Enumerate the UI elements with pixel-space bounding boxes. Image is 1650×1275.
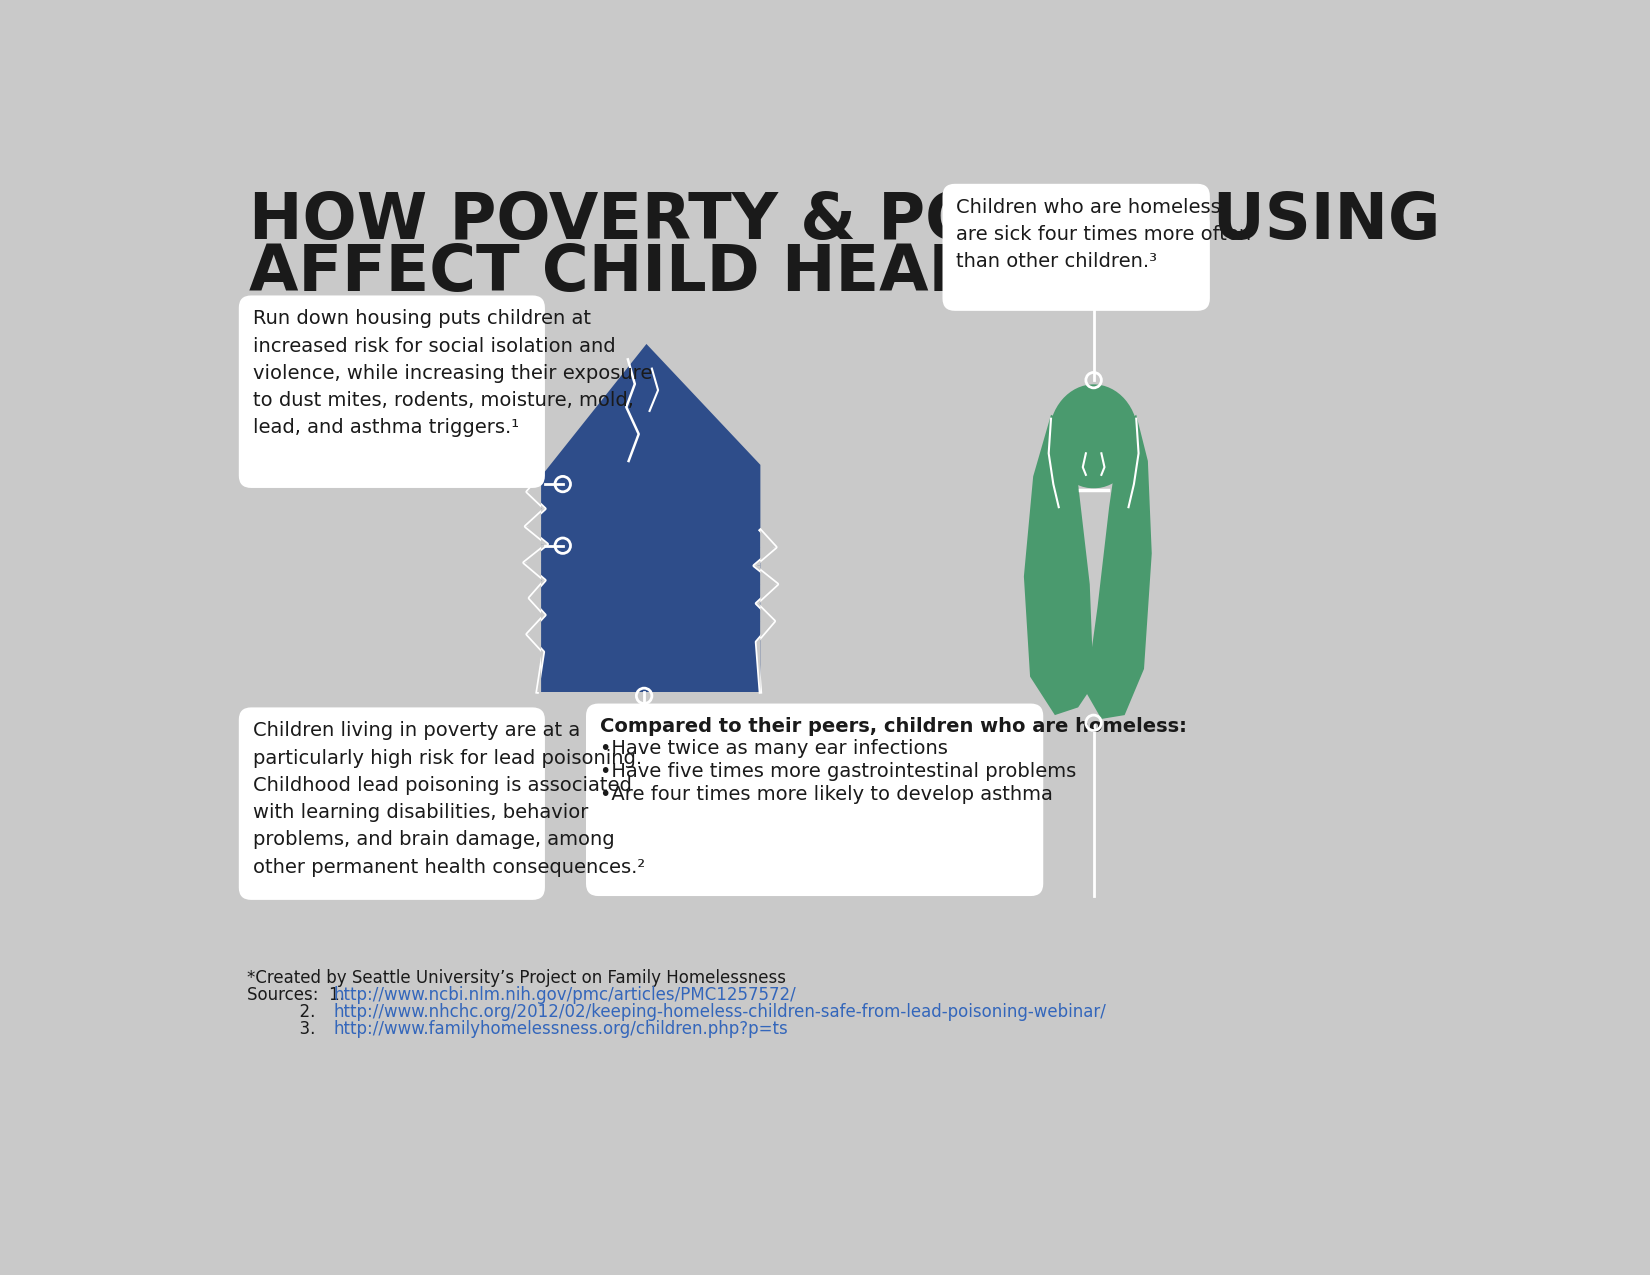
Polygon shape [541, 344, 761, 692]
Polygon shape [1025, 414, 1094, 715]
Polygon shape [526, 615, 544, 634]
Polygon shape [761, 530, 776, 547]
Polygon shape [754, 566, 777, 584]
Polygon shape [754, 547, 776, 566]
Polygon shape [530, 598, 544, 615]
Polygon shape [526, 527, 548, 544]
Polygon shape [756, 641, 761, 692]
Text: •Are four times more likely to develop asthma: •Are four times more likely to develop a… [601, 785, 1053, 805]
FancyBboxPatch shape [586, 704, 1043, 896]
Polygon shape [756, 584, 777, 603]
Polygon shape [525, 544, 548, 562]
Ellipse shape [1049, 384, 1138, 488]
Text: HOW POVERTY & POOR HOUSING: HOW POVERTY & POOR HOUSING [249, 190, 1440, 252]
Text: 3.: 3. [246, 1020, 320, 1038]
Text: *Created by Seattle University’s Project on Family Homelessness: *Created by Seattle University’s Project… [246, 969, 785, 987]
FancyBboxPatch shape [942, 184, 1209, 311]
Text: •Have twice as many ear infections: •Have twice as many ear infections [601, 740, 947, 757]
Text: Sources:  1.: Sources: 1. [246, 986, 350, 1005]
Text: Compared to their peers, children who are homeless:: Compared to their peers, children who ar… [601, 718, 1186, 737]
Text: Run down housing puts children at
increased risk for social isolation and
violen: Run down housing puts children at increa… [252, 310, 652, 437]
Polygon shape [526, 634, 543, 652]
FancyBboxPatch shape [239, 708, 544, 900]
Text: http://www.familyhomelessness.org/children.php?p=ts: http://www.familyhomelessness.org/childr… [333, 1020, 789, 1038]
Text: Children living in poverty are at a
particularly high risk for lead poisoning.
C: Children living in poverty are at a part… [252, 722, 645, 876]
Text: •Have five times more gastrointestinal problems: •Have five times more gastrointestinal p… [601, 762, 1076, 782]
Polygon shape [526, 477, 541, 492]
Polygon shape [525, 562, 545, 580]
Text: AFFECT CHILD HEALTH: AFFECT CHILD HEALTH [249, 241, 1056, 303]
Polygon shape [756, 603, 774, 621]
Polygon shape [538, 652, 543, 692]
Polygon shape [530, 580, 544, 598]
Text: http://www.nhchc.org/2012/02/keeping-homeless-children-safe-from-lead-poisoning-: http://www.nhchc.org/2012/02/keeping-hom… [333, 1003, 1106, 1021]
Polygon shape [756, 621, 774, 641]
Text: 2.: 2. [246, 1003, 320, 1021]
Polygon shape [1086, 414, 1152, 719]
Polygon shape [526, 509, 544, 527]
Text: Children who are homeless
are sick four times more often
than other children.³: Children who are homeless are sick four … [957, 198, 1252, 272]
FancyBboxPatch shape [239, 296, 544, 488]
Polygon shape [526, 492, 544, 509]
Text: http://www.ncbi.nlm.nih.gov/pmc/articles/PMC1257572/: http://www.ncbi.nlm.nih.gov/pmc/articles… [333, 986, 795, 1005]
